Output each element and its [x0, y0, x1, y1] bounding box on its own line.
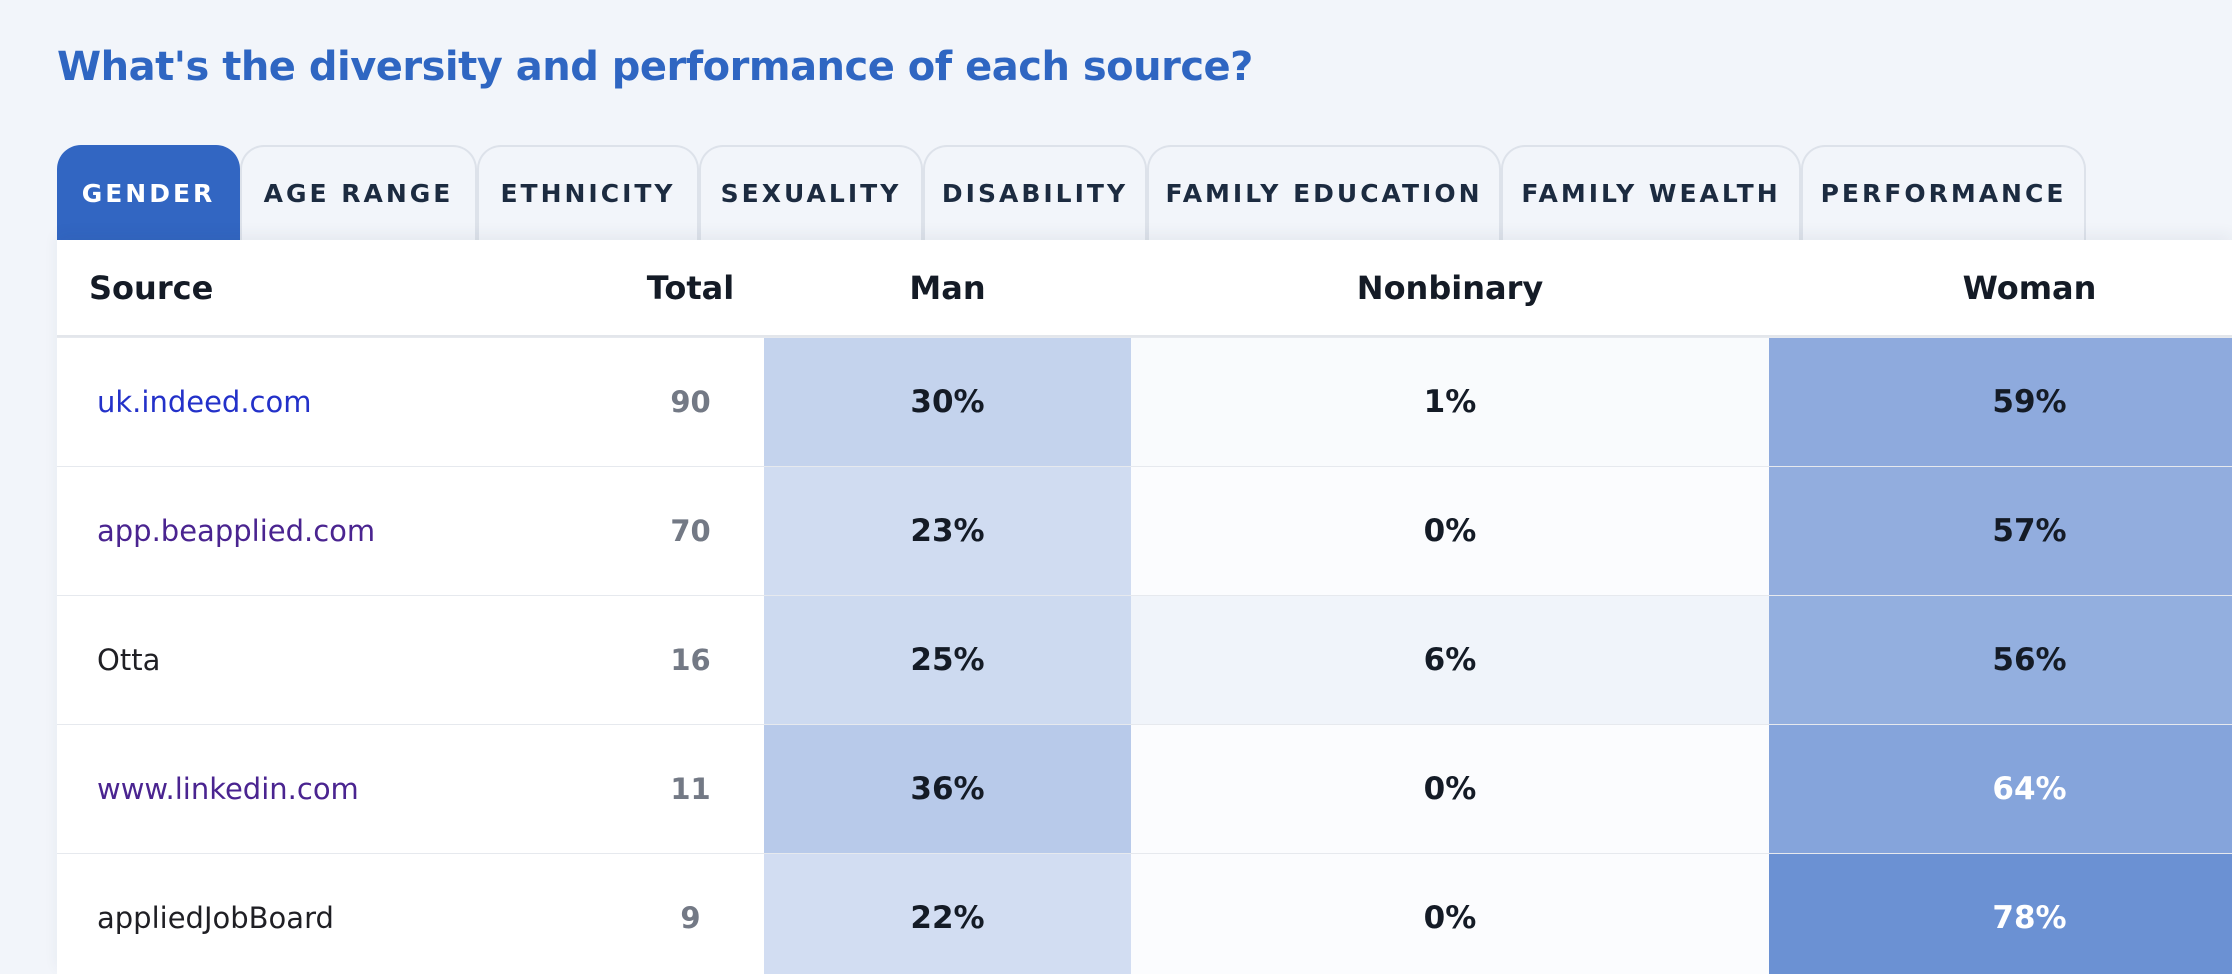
tab-gender[interactable]: GENDER: [57, 145, 240, 240]
woman-cell: 78%: [1769, 854, 2232, 974]
woman-cell-value: 57%: [1992, 513, 2067, 549]
total-value: 90: [670, 385, 711, 419]
man-cell-value: 22%: [910, 900, 985, 936]
source-cell: Otta: [57, 596, 617, 724]
nonbinary-cell: 0%: [1131, 725, 1769, 853]
header-source[interactable]: Source: [89, 268, 214, 307]
man-cell-value: 30%: [910, 384, 985, 420]
woman-cell-value: 78%: [1992, 900, 2067, 936]
total-value: 9: [680, 901, 701, 935]
table-row: Otta 16 25% 6% 56%: [57, 595, 2232, 724]
nonbinary-cell: 0%: [1131, 854, 1769, 974]
source-cell[interactable]: www.linkedin.com: [57, 725, 617, 853]
source-link[interactable]: www.linkedin.com: [97, 772, 359, 806]
tab-bar: GENDER AGE RANGE ETHNICITY SEXUALITY DIS…: [57, 145, 2086, 240]
total-value: 16: [670, 643, 711, 677]
man-cell: 30%: [764, 338, 1131, 466]
man-cell-value: 23%: [910, 513, 985, 549]
table-row: app.beapplied.com 70 23% 0% 57%: [57, 466, 2232, 595]
man-cell-value: 25%: [910, 642, 985, 678]
woman-cell: 57%: [1769, 467, 2232, 595]
total-cell: 11: [617, 725, 764, 853]
total-value: 70: [670, 514, 711, 548]
total-value: 11: [670, 772, 711, 806]
tab-ethnicity[interactable]: ETHNICITY: [477, 145, 699, 240]
nonbinary-cell-value: 0%: [1423, 513, 1477, 549]
man-cell-value: 36%: [910, 771, 985, 807]
header-man[interactable]: Man: [909, 268, 986, 307]
tab-disability[interactable]: DISABILITY: [923, 145, 1147, 240]
woman-cell-value: 59%: [1992, 384, 2067, 420]
nonbinary-cell: 6%: [1131, 596, 1769, 724]
nonbinary-cell: 0%: [1131, 467, 1769, 595]
man-cell: 36%: [764, 725, 1131, 853]
woman-cell: 64%: [1769, 725, 2232, 853]
page-title: What's the diversity and performance of …: [57, 44, 1253, 90]
source-link[interactable]: app.beapplied.com: [97, 514, 376, 548]
table-row: www.linkedin.com 11 36% 0% 64%: [57, 724, 2232, 853]
woman-cell: 56%: [1769, 596, 2232, 724]
tab-family-education[interactable]: FAMILY EDUCATION: [1147, 145, 1501, 240]
table-row: uk.indeed.com 90 30% 1% 59%: [57, 337, 2232, 466]
tab-performance[interactable]: PERFORMANCE: [1801, 145, 2086, 240]
header-total[interactable]: Total: [646, 268, 735, 307]
total-cell: 16: [617, 596, 764, 724]
tab-family-wealth[interactable]: FAMILY WEALTH: [1501, 145, 1801, 240]
table-row: appliedJobBoard 9 22% 0% 78%: [57, 853, 2232, 974]
nonbinary-cell: 1%: [1131, 338, 1769, 466]
tab-age-range[interactable]: AGE RANGE: [240, 145, 477, 240]
source-cell: appliedJobBoard: [57, 854, 617, 974]
man-cell: 22%: [764, 854, 1131, 974]
table-header-row: Source Total Man Nonbinary Woman: [57, 240, 2232, 337]
table-body: uk.indeed.com 90 30% 1% 59% app.beapplied.com…: [57, 337, 2232, 974]
source-label: appliedJobBoard: [97, 901, 334, 935]
nonbinary-cell-value: 6%: [1423, 642, 1477, 678]
source-cell[interactable]: app.beapplied.com: [57, 467, 617, 595]
man-cell: 23%: [764, 467, 1131, 595]
source-label: Otta: [97, 643, 161, 677]
man-cell: 25%: [764, 596, 1131, 724]
source-cell[interactable]: uk.indeed.com: [57, 338, 617, 466]
source-link[interactable]: uk.indeed.com: [97, 385, 312, 419]
header-woman[interactable]: Woman: [1962, 268, 2097, 307]
woman-cell: 59%: [1769, 338, 2232, 466]
woman-cell-value: 56%: [1992, 642, 2067, 678]
header-nonbinary[interactable]: Nonbinary: [1356, 268, 1544, 307]
source-table: Source Total Man Nonbinary Woman uk.inde…: [57, 240, 2232, 974]
woman-cell-value: 64%: [1992, 771, 2067, 807]
nonbinary-cell-value: 1%: [1423, 384, 1477, 420]
total-cell: 9: [617, 854, 764, 974]
nonbinary-cell-value: 0%: [1423, 900, 1477, 936]
total-cell: 70: [617, 467, 764, 595]
nonbinary-cell-value: 0%: [1423, 771, 1477, 807]
tab-sexuality[interactable]: SEXUALITY: [699, 145, 923, 240]
total-cell: 90: [617, 338, 764, 466]
